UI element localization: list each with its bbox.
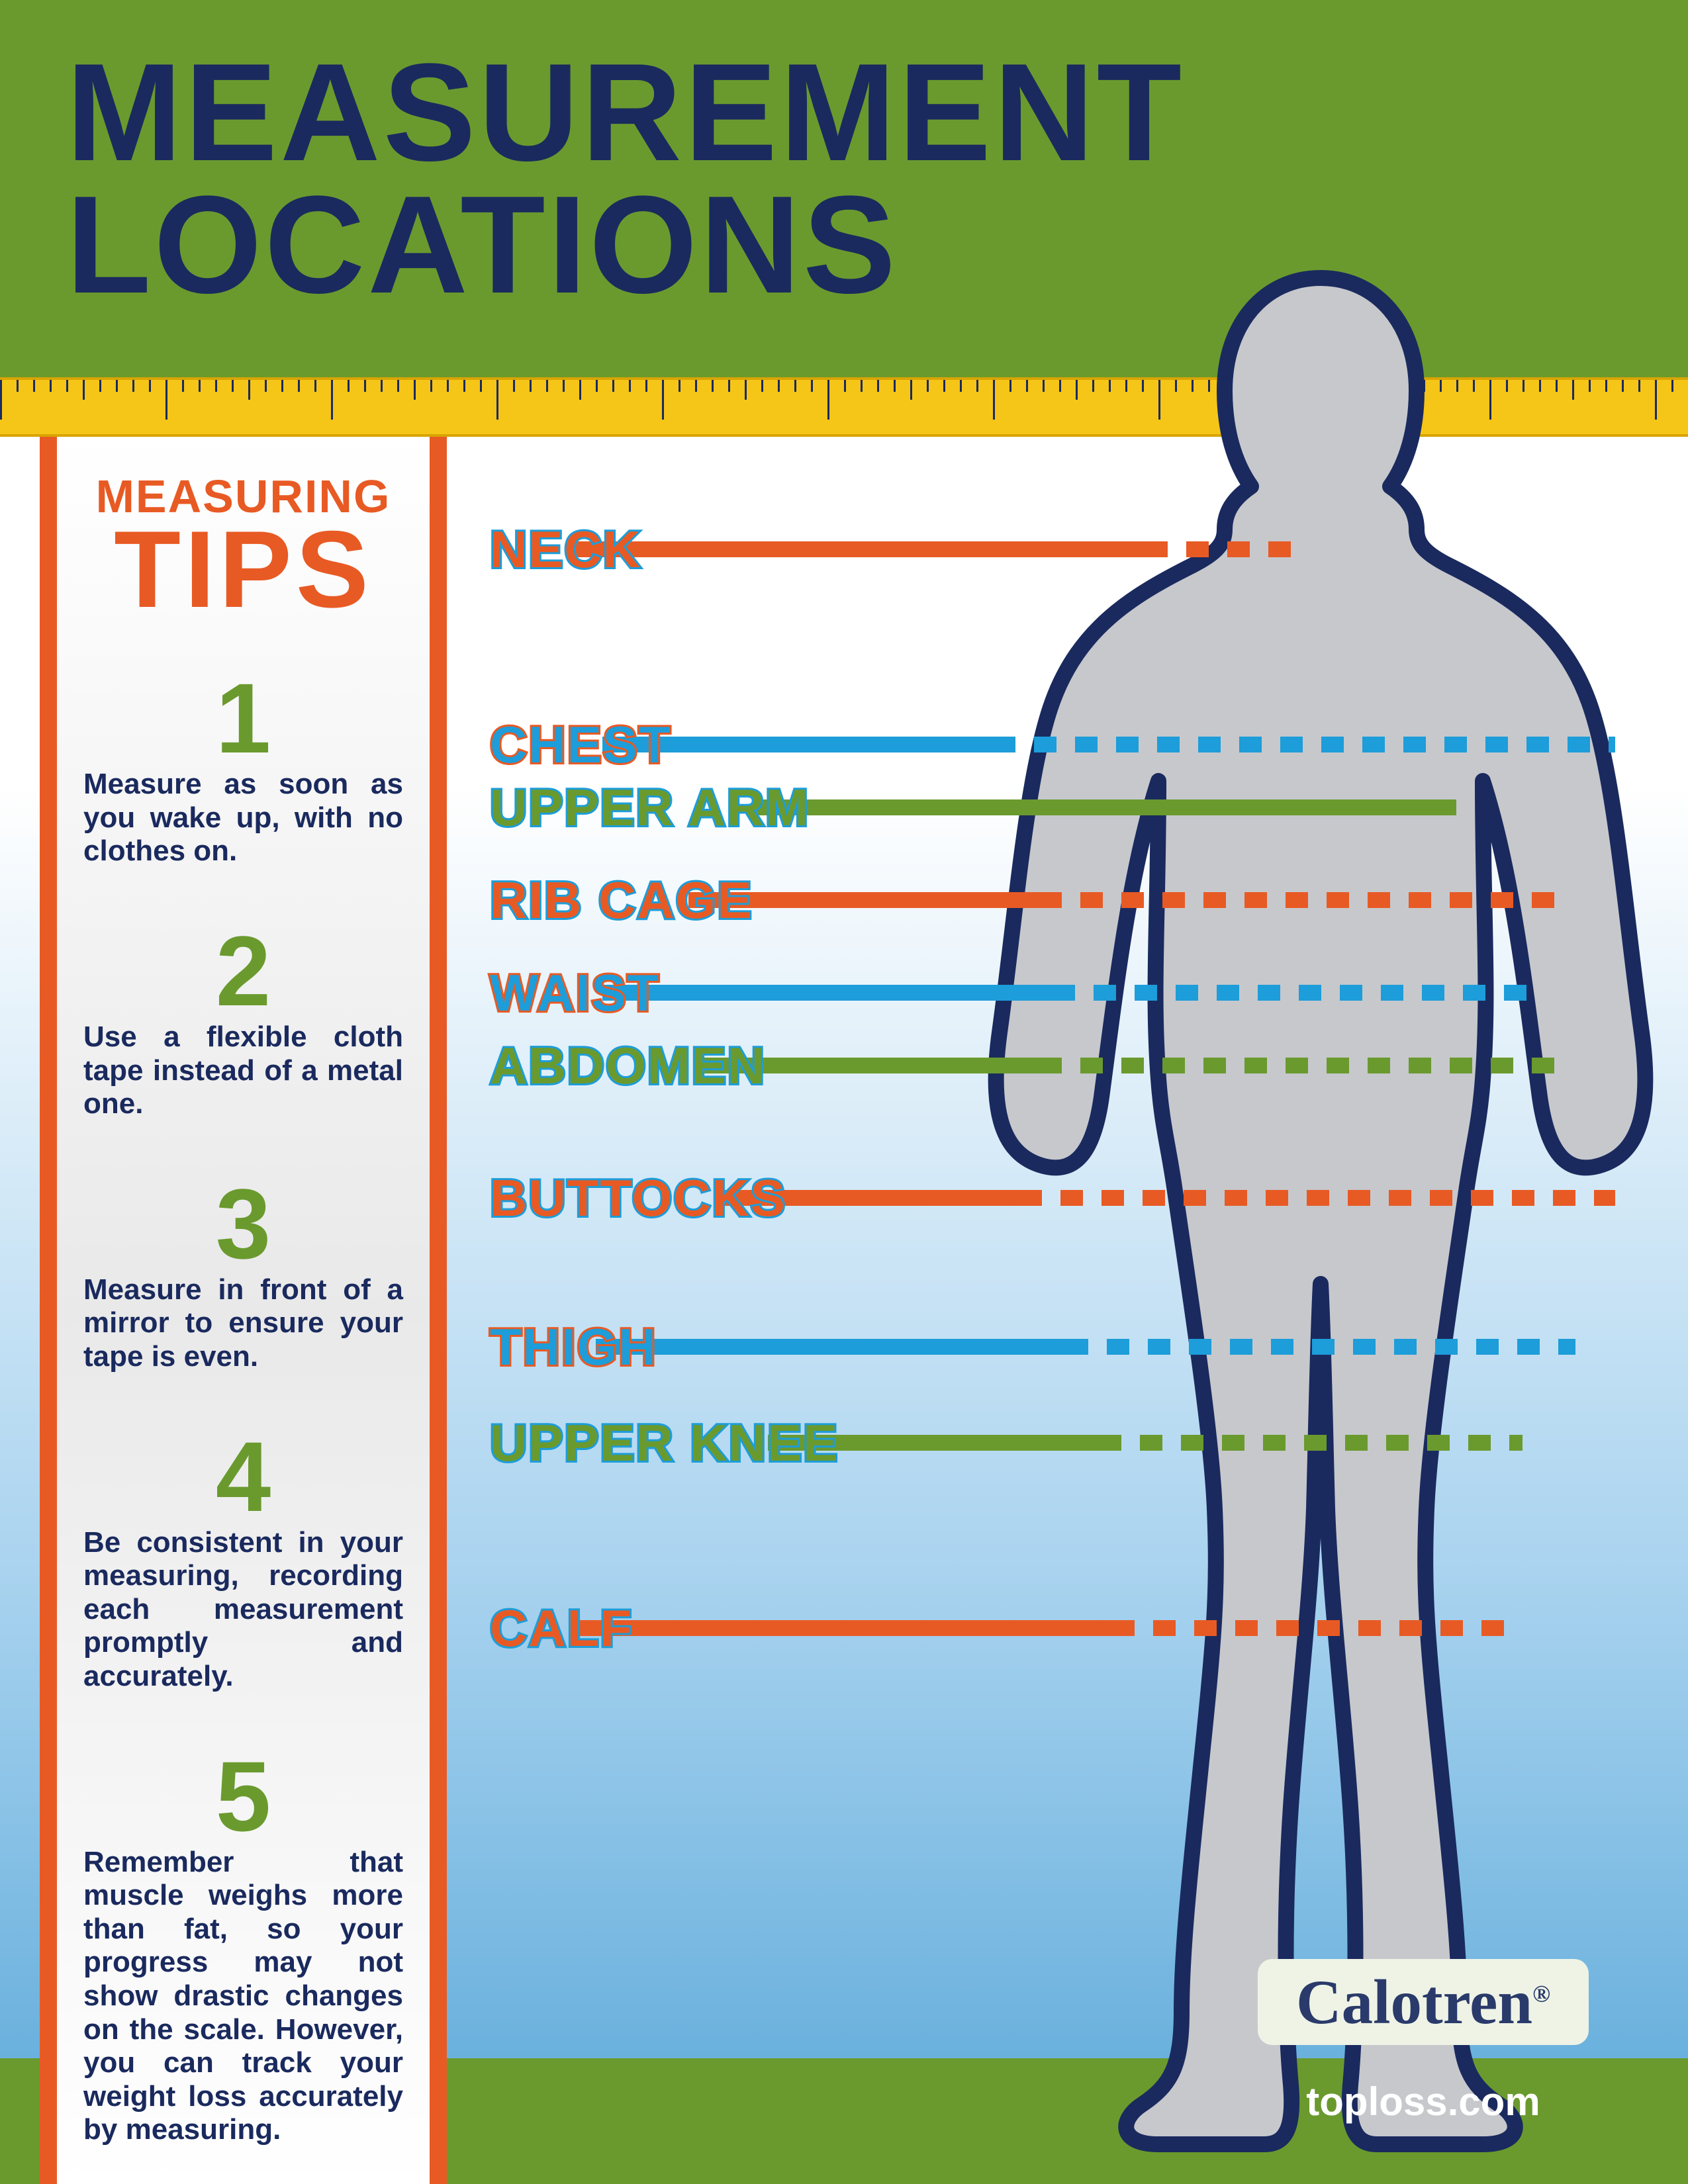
tip-text: Be consistent in your measuring, recordi… [83, 1526, 403, 1694]
ruler-tick [50, 380, 66, 434]
measure-label: BUTTOCKS [490, 1168, 786, 1228]
ruler-tick [414, 380, 430, 434]
tips-sidebar: MEASURING TIPS 1Measure as soon as you w… [40, 437, 447, 2184]
measure-dash-line [1145, 541, 1291, 557]
measure-dash-line [1039, 1058, 1569, 1073]
tip-number: 4 [83, 1427, 403, 1526]
ruler-tick [248, 380, 265, 434]
tip-item: 1Measure as soon as you wake up, with no… [83, 668, 403, 868]
ruler-tick [381, 380, 397, 434]
ruler-tick [149, 380, 165, 434]
tip-number: 2 [83, 921, 403, 1021]
ruler-tick [364, 380, 381, 434]
measure-label: RIB CAGE [490, 870, 753, 931]
measure-label: UPPER KNEE [490, 1413, 839, 1473]
tip-item: 3Measure in front of a mirror to ensure … [83, 1174, 403, 1374]
measure-label: CALF [490, 1598, 633, 1659]
brand-name-text: Calotren [1296, 1967, 1532, 2037]
tip-number: 5 [83, 1747, 403, 1846]
measure-dash-line [1112, 1620, 1509, 1636]
ruler-tick [447, 380, 463, 434]
tip-number: 3 [83, 1174, 403, 1273]
measure-dash-line [1066, 1339, 1575, 1355]
ruler-tick [348, 380, 364, 434]
ruler-tick [132, 380, 149, 434]
measure-leader-line [602, 985, 1053, 1001]
ruler-tick [430, 380, 447, 434]
brand-logo: Calotren® [1258, 1959, 1589, 2045]
measure-dash-line [966, 799, 1079, 815]
measure-leader-line [576, 1620, 1112, 1636]
silhouette-svg [953, 251, 1688, 2171]
tips-list: 1Measure as soon as you wake up, with no… [83, 668, 403, 2147]
sidebar-heading-2: TIPS [83, 523, 403, 615]
measure-label: UPPER ARM [490, 778, 810, 838]
measure-leader-line [755, 799, 1456, 815]
ruler-tick [116, 380, 132, 434]
registered-mark: ® [1532, 1980, 1550, 2007]
ruler-tick [463, 380, 480, 434]
measure-dash-line [1099, 1435, 1523, 1451]
measure-dash-line [993, 737, 1615, 752]
body-silhouette [953, 251, 1688, 2171]
ruler-tick [298, 380, 314, 434]
tip-item: 5Remember that muscle weighs more than f… [83, 1747, 403, 2147]
measure-label: NECK [490, 520, 641, 580]
ruler-tick [83, 380, 99, 434]
tip-item: 4Be consistent in your measuring, record… [83, 1427, 403, 1694]
brand-url: toploss.com [1258, 2079, 1589, 2124]
ruler-tick [165, 380, 182, 434]
ruler-tick [232, 380, 248, 434]
ruler-tick [66, 380, 83, 434]
ruler-tick [17, 380, 33, 434]
measure-dash-line [1019, 1190, 1615, 1206]
measure-dash-line [1053, 985, 1542, 1001]
ruler-tick [99, 380, 116, 434]
ruler-tick [33, 380, 50, 434]
brand-name: Calotren® [1296, 1966, 1550, 2038]
ruler-tick [331, 380, 348, 434]
tip-text: Measure as soon as you wake up, with no … [83, 768, 403, 868]
ruler-tick [281, 380, 298, 434]
tip-item: 2Use a flexible cloth tape instead of a … [83, 921, 403, 1121]
measure-dash-line [1039, 892, 1562, 908]
tip-text: Use a flexible cloth tape instead of a m… [83, 1021, 403, 1121]
measure-label: CHEST [490, 715, 671, 775]
ruler-tick [314, 380, 331, 434]
ruler-tick [397, 380, 414, 434]
measure-leader-line [576, 541, 1145, 557]
ruler-tick [0, 380, 17, 434]
measure-label: WAIST [490, 963, 660, 1023]
ruler-tick [215, 380, 232, 434]
tip-text: Remember that muscle weighs more than fa… [83, 1846, 403, 2147]
ruler-tick [265, 380, 281, 434]
ruler-tick [182, 380, 199, 434]
tip-text: Measure in front of a mirror to ensure y… [83, 1273, 403, 1374]
measure-leader-line [596, 1339, 1066, 1355]
measure-label: ABDOMEN [490, 1036, 766, 1096]
measure-label: THIGH [490, 1317, 657, 1377]
ruler-tick [199, 380, 215, 434]
tip-number: 1 [83, 668, 403, 768]
